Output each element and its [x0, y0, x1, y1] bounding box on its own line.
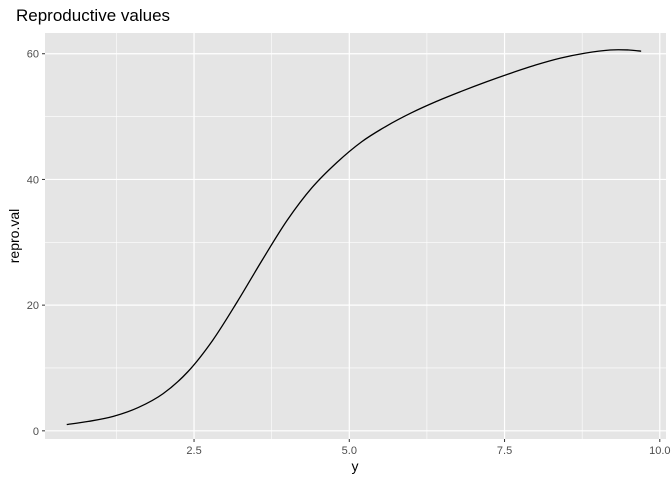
x-tick-label: 10.0: [649, 445, 670, 457]
y-tick-label: 0: [33, 426, 39, 438]
x-tick-label: 7.5: [497, 445, 512, 457]
grid-minor: [45, 33, 666, 439]
x-tick-label: 2.5: [186, 445, 201, 457]
series-line: [66, 49, 642, 426]
plot-panel: [45, 33, 666, 439]
y-tick-label: 60: [27, 49, 39, 61]
x-axis: 2.5 5.0 7.5 10.0: [186, 439, 671, 457]
chart-title: Reproductive values: [16, 6, 170, 25]
grid-major: [45, 33, 666, 439]
series-group: [66, 49, 642, 426]
x-tick-label: 5.0: [342, 445, 357, 457]
y-tick-label: 20: [27, 300, 39, 312]
y-tick-label: 40: [27, 174, 39, 186]
x-axis-title: y: [352, 458, 359, 474]
y-axis-title: repro.val: [6, 209, 22, 263]
y-axis: 0 20 40 60: [27, 49, 45, 438]
